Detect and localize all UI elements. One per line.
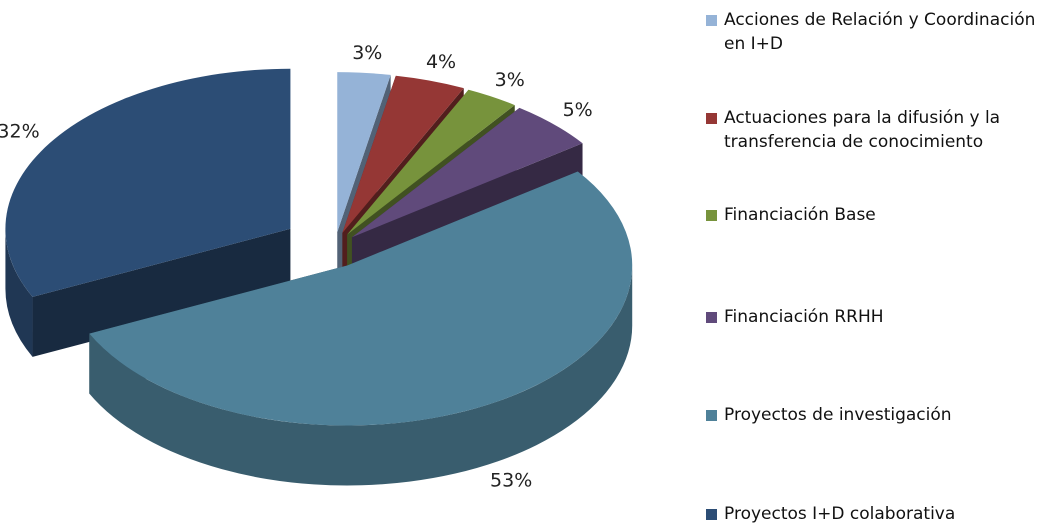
legend-label: Financiación Base — [724, 205, 876, 225]
legend-swatch — [706, 312, 717, 323]
data-label: 3% — [495, 69, 525, 91]
legend-item: Proyectos de investigación — [706, 403, 1036, 427]
legend-label: Acciones de Relación y Coordinación en I… — [724, 10, 1036, 54]
data-label: 32% — [0, 120, 40, 142]
slice-wall — [5, 228, 33, 357]
legend-swatch — [706, 15, 717, 26]
pie-area: 3% 4% 3% 5% 53% 32% — [0, 42, 633, 492]
legend-item: Acciones de Relación y Coordinación en I… — [706, 8, 1036, 56]
legend-item: Financiación Base — [706, 203, 1036, 227]
data-label: 53% — [490, 470, 532, 492]
slice — [89, 171, 633, 486]
legend-label: Proyectos I+D colaborativa — [724, 504, 956, 524]
slice-top — [89, 171, 633, 426]
slice-top — [347, 89, 515, 235]
data-label: 3% — [352, 42, 382, 64]
slice — [5, 68, 291, 357]
slice-top — [337, 72, 391, 233]
legend-swatch — [706, 509, 717, 520]
legend-swatch — [706, 113, 717, 124]
legend-label: Proyectos de investigación — [724, 405, 952, 425]
legend-item: Proyectos I+D colaborativa — [706, 502, 1036, 526]
data-label: 5% — [563, 99, 593, 121]
legend-label: Financiación RRHH — [724, 307, 884, 327]
slice-side — [32, 228, 291, 357]
legend-swatch — [706, 410, 717, 421]
legend-item: Actuaciones para la difusión y la transf… — [706, 106, 1036, 154]
data-label: 4% — [426, 51, 456, 73]
legend-label: Actuaciones para la difusión y la transf… — [724, 108, 1001, 152]
legend-item: Financiación RRHH — [706, 305, 1036, 329]
slice-top — [5, 68, 291, 297]
slice-wall — [89, 265, 633, 486]
slice-top — [342, 75, 464, 233]
slice-top — [351, 107, 583, 238]
legend-swatch — [706, 210, 717, 221]
